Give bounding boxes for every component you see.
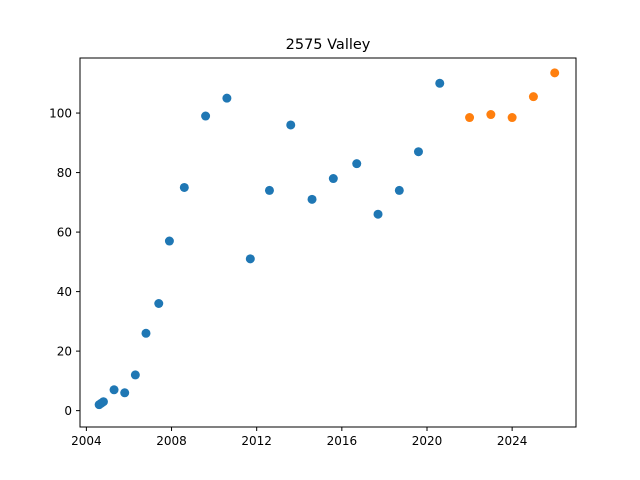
y-tick-label: 20 bbox=[57, 345, 72, 359]
data-point bbox=[486, 110, 496, 120]
data-point bbox=[550, 68, 560, 78]
data-point bbox=[413, 147, 423, 157]
y-tick-label: 40 bbox=[57, 285, 72, 299]
y-tick-label: 80 bbox=[57, 166, 72, 180]
data-point bbox=[286, 120, 296, 130]
data-point bbox=[130, 370, 140, 380]
x-tick-label: 2004 bbox=[71, 434, 102, 448]
data-point bbox=[141, 328, 151, 338]
y-tick-label: 60 bbox=[57, 226, 72, 240]
data-point bbox=[373, 209, 383, 219]
data-point bbox=[435, 78, 445, 88]
data-point bbox=[507, 113, 517, 123]
data-point bbox=[307, 194, 317, 204]
data-point bbox=[201, 111, 211, 121]
axes-frame bbox=[79, 57, 577, 428]
data-point bbox=[352, 159, 362, 169]
data-point bbox=[394, 185, 404, 195]
data-point bbox=[465, 113, 475, 123]
chart-title: 2575 Valley bbox=[286, 37, 371, 53]
x-tick-label: 2012 bbox=[241, 434, 272, 448]
data-point bbox=[222, 93, 232, 103]
data-point bbox=[109, 385, 119, 395]
data-point bbox=[98, 397, 108, 407]
data-point bbox=[528, 92, 538, 102]
data-point bbox=[164, 236, 174, 246]
data-point bbox=[120, 388, 130, 398]
data-point bbox=[154, 299, 164, 309]
x-tick-label: 2008 bbox=[156, 434, 187, 448]
data-point bbox=[245, 254, 255, 264]
data-point bbox=[328, 174, 338, 184]
y-tick-label: 0 bbox=[64, 404, 72, 418]
data-point bbox=[264, 185, 274, 195]
x-tick-label: 2016 bbox=[327, 434, 358, 448]
x-tick-label: 2024 bbox=[497, 434, 528, 448]
data-point bbox=[179, 182, 189, 192]
x-tick-label: 2020 bbox=[412, 434, 443, 448]
plot-area: 2004 2008 2012 2016 2020 2024 0 20 40 60 80 100 bbox=[49, 57, 577, 448]
y-tick-label: 100 bbox=[49, 107, 72, 121]
